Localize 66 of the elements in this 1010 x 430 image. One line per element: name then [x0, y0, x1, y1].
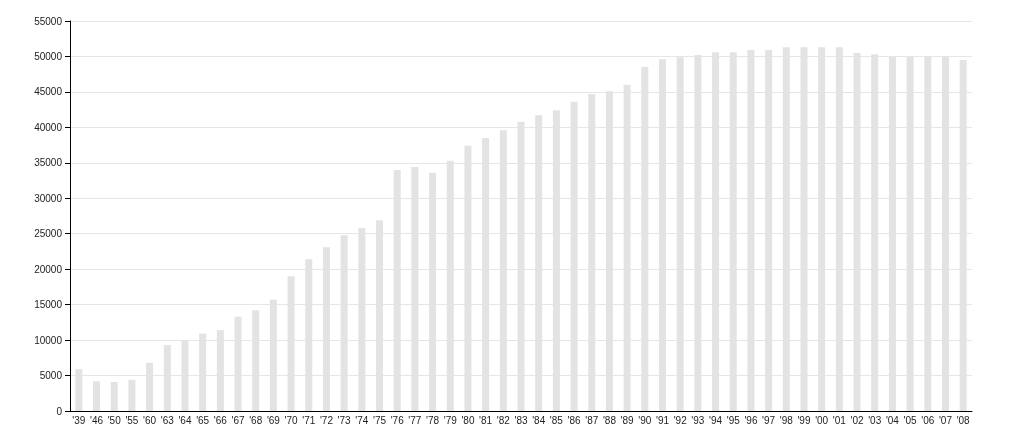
y-tick-label: 50000 — [34, 50, 63, 62]
x-tick-label: '50 — [107, 414, 122, 426]
x-tick-label: '60 — [143, 414, 157, 426]
x-tick-label: '84 — [532, 414, 546, 426]
x-tick-label: '68 — [249, 414, 263, 426]
x-tick-label: '03 — [868, 414, 882, 426]
x-tick-label: '39 — [72, 414, 86, 426]
y-tick-label: 20000 — [34, 263, 63, 275]
x-tick-label: '64 — [178, 414, 192, 426]
bar — [128, 379, 136, 411]
x-tick-label: '97 — [762, 414, 776, 426]
x-tick-label: '88 — [602, 414, 617, 426]
x-tick-label: '04 — [885, 414, 900, 426]
x-tick-label: '69 — [266, 414, 281, 426]
x-tick-label: '02 — [850, 414, 864, 426]
x-tick-label: '95 — [726, 414, 741, 426]
x-tick-label: '05 — [903, 414, 918, 426]
x-tick-label: '00 — [815, 414, 829, 426]
x-tick-label: '94 — [709, 414, 723, 426]
x-tick-label: '92 — [673, 414, 688, 426]
x-tick-label: '85 — [549, 414, 564, 426]
x-tick-label: '87 — [585, 414, 599, 426]
x-tick-label: '77 — [408, 414, 422, 426]
x-tick-label: '06 — [921, 414, 935, 426]
x-tick-label: '63 — [160, 414, 175, 426]
y-tick-label: 15000 — [34, 299, 63, 311]
x-tick-label: '79 — [443, 414, 458, 426]
y-tick-label: 40000 — [34, 121, 63, 133]
x-tick-label: '55 — [125, 414, 139, 426]
x-tick-label: '01 — [832, 414, 847, 426]
x-tick-label: '70 — [284, 414, 299, 426]
y-tick-label: 35000 — [34, 157, 63, 169]
bar — [110, 381, 118, 411]
y-tick-label: 45000 — [34, 86, 63, 98]
x-tick-label: '99 — [797, 414, 811, 426]
x-tick-label: '93 — [691, 414, 705, 426]
x-tick-label: '07 — [938, 414, 953, 426]
y-tick-label: 10000 — [34, 334, 63, 346]
x-tick-label: '91 — [655, 414, 670, 426]
x-tick-label: '73 — [337, 414, 352, 426]
y-tick-label: 30000 — [34, 192, 63, 204]
y-tick-label: 5000 — [39, 370, 63, 382]
x-tick-label: '82 — [496, 414, 511, 426]
y-tick-label: 25000 — [34, 228, 63, 240]
x-tick-label: '90 — [638, 414, 652, 426]
bar — [93, 381, 101, 411]
y-tick-label: 55000 — [34, 15, 63, 27]
x-tick-label: '81 — [479, 414, 493, 426]
x-tick-label: '98 — [779, 414, 794, 426]
x-tick-label: '67 — [231, 414, 245, 426]
x-tick-label: '72 — [319, 414, 334, 426]
x-tick-label: '46 — [90, 414, 104, 426]
x-tick-label: '78 — [426, 414, 440, 426]
x-tick-label: '74 — [355, 414, 369, 426]
x-tick-label: '76 — [390, 414, 405, 426]
x-tick-label: '96 — [744, 414, 758, 426]
x-tick-label: '71 — [302, 414, 316, 426]
x-tick-label: '80 — [461, 414, 475, 426]
x-tick-label: '66 — [213, 414, 228, 426]
x-tick-label: '75 — [372, 414, 387, 426]
x-tick-label: '08 — [956, 414, 971, 426]
y-tick-label: 0 — [56, 405, 63, 417]
x-tick-label: '65 — [196, 414, 210, 426]
x-tick-label: '86 — [567, 414, 582, 426]
x-tick-label: '89 — [620, 414, 635, 426]
x-tick-label: '83 — [514, 414, 528, 426]
